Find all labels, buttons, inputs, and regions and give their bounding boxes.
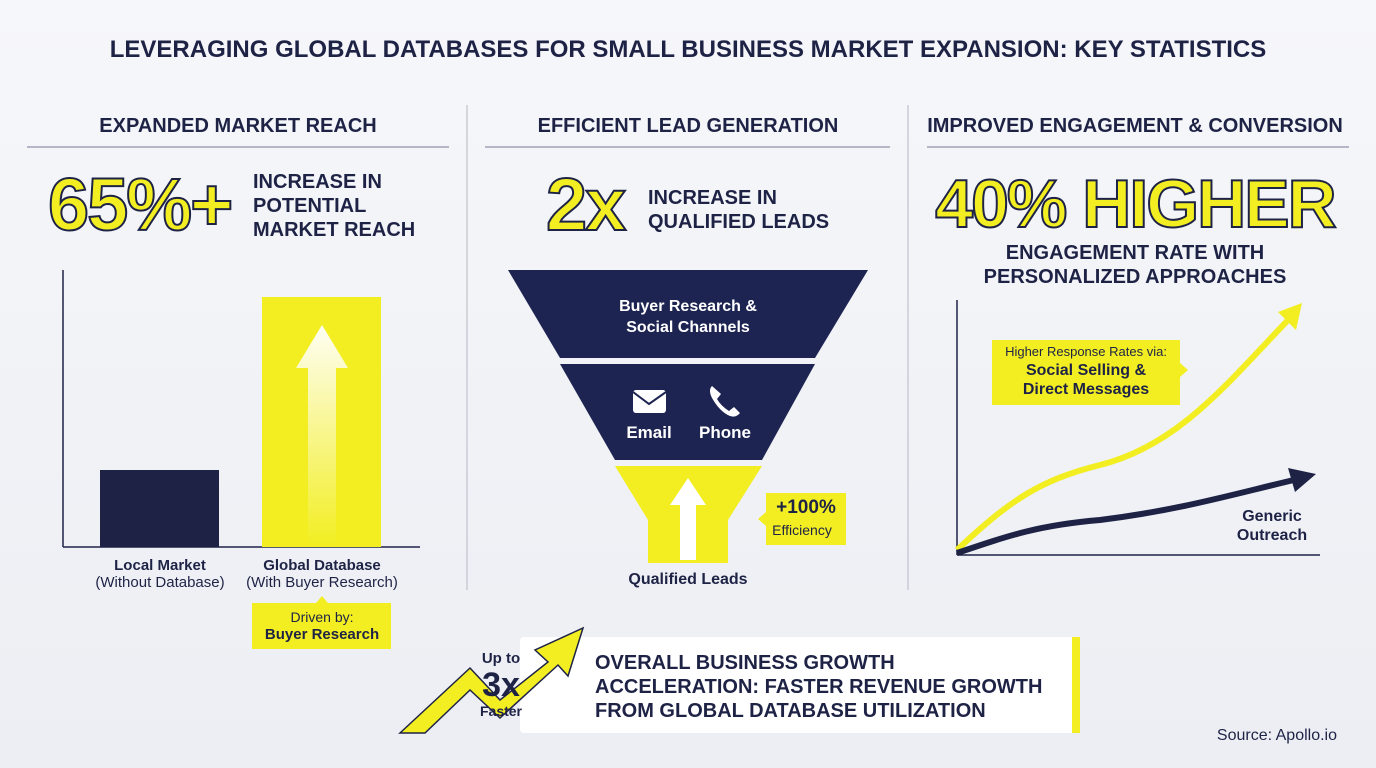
growth-prefix: Up to	[481, 650, 521, 667]
source: Source: Apollo.io	[1216, 727, 1337, 744]
growth-suffix: Faster	[479, 703, 523, 719]
panel-heading: EXPANDED MARKET REACH	[99, 115, 377, 137]
growth-multiplier: 3x	[482, 666, 520, 704]
bar-sublabel: (Without Database)	[95, 574, 225, 591]
stat: 40% HIGHER	[934, 166, 1337, 242]
stat-text: INCREASE IN QUALIFIED LEADS	[648, 187, 830, 233]
callout-text: Social Selling & Direct Messages	[1022, 362, 1150, 398]
funnel-bottom: Qualified Leads	[628, 571, 748, 588]
callout-text: Driven by:	[290, 609, 354, 625]
badge-value: +100%	[776, 497, 836, 518]
funnel-email: Email	[626, 423, 672, 442]
footer-text: OVERALL BUSINESS GROWTH ACCELERATION: FA…	[595, 652, 1043, 722]
funnel-phone: Phone	[699, 423, 751, 442]
bar-label: Local Market	[114, 557, 206, 574]
stat-text: ENGAGEMENT RATE WITH PERSONALIZED APPROA…	[983, 242, 1287, 288]
stat: 2x	[545, 163, 627, 246]
panel-heading: EFFICIENT LEAD GENERATION	[537, 115, 839, 137]
bar-sublabel: (With Buyer Research)	[246, 574, 398, 591]
callout-text: Buyer Research	[264, 626, 380, 643]
stat-text: INCREASE IN POTENTIAL MARKET REACH	[253, 171, 416, 241]
badge-label: Efficiency	[772, 522, 832, 538]
stat: 65%+	[47, 163, 234, 246]
bar-label: Global Database	[263, 557, 381, 574]
funnel-top: Buyer Research & Social Channels	[619, 298, 757, 336]
callout-text: Higher Response Rates via:	[1005, 344, 1167, 359]
title: LEVERAGING GLOBAL DATABASES FOR SMALL BU…	[109, 36, 1267, 63]
line-label: Generic Outreach	[1236, 508, 1308, 544]
panel-heading: IMPROVED ENGAGEMENT & CONVERSION	[927, 115, 1343, 137]
